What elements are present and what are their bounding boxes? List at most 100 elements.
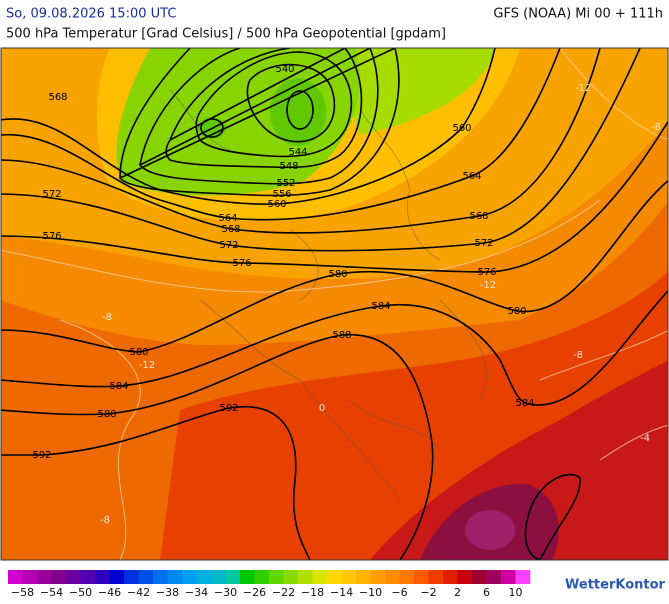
colorbar-swatch: [472, 570, 487, 584]
temperature-label: -8: [102, 312, 112, 323]
geopotential-label: 576: [42, 231, 61, 242]
header-datetime: So, 09.08.2026 15:00 UTC: [6, 7, 176, 22]
colorbar-label: −34: [185, 586, 208, 599]
geopotential-label: 568: [221, 224, 240, 235]
colorbar-swatch: [240, 570, 255, 584]
colorbar-swatch: [167, 570, 183, 584]
geopotential-label: 568: [469, 211, 488, 222]
contour-line: [1, 48, 496, 205]
geopotential-label: 560: [267, 199, 286, 210]
geopotential-label: 572: [42, 189, 61, 200]
geopotential-label: 588: [97, 409, 116, 420]
geopotential-label: 564: [462, 171, 481, 182]
colorbar-label: −6: [391, 586, 407, 599]
header-model: GFS (NOAA) Mi 00 + 111h: [493, 7, 663, 22]
colorbar-label: 10: [509, 586, 523, 599]
geopotential-label: 548: [279, 161, 298, 172]
colorbar-swatch: [109, 570, 125, 584]
contour-line: [1, 48, 561, 221]
colorbar-swatch: [486, 570, 502, 584]
isotherm: [599, 424, 668, 461]
colorbar-swatch: [66, 570, 81, 584]
temperature-label: -8: [651, 122, 661, 133]
contour-line: [1, 120, 668, 273]
geopotential-label: 588: [332, 330, 351, 341]
temperature-label: -8: [573, 350, 583, 361]
colorbar-label: −26: [243, 586, 266, 599]
colorbar-label: −18: [301, 586, 324, 599]
geopotential-label: 540: [275, 64, 294, 75]
colorbar-swatch: [51, 570, 67, 584]
colorbar-swatch: [515, 570, 531, 584]
contour-line: [138, 48, 379, 185]
contour-line: [200, 118, 224, 138]
temperature-label: -12: [139, 360, 155, 371]
colorbar-label: 6: [483, 586, 490, 599]
colorbar-label: −42: [127, 586, 150, 599]
colorbar-label: −46: [98, 586, 121, 599]
geopotential-label: 552: [276, 178, 295, 189]
geopotential-label: 580: [328, 269, 347, 280]
temperature-label: 0: [319, 403, 325, 414]
colorbar-label: −54: [40, 586, 63, 599]
colorbar-label: −50: [69, 586, 92, 599]
geopotential-label: 580: [129, 347, 148, 358]
contour-line: [1, 405, 311, 560]
colorbar-swatch: [312, 570, 328, 584]
colorbar-swatch: [370, 570, 386, 584]
geopotential-label: 564: [218, 213, 237, 224]
geopotential-label: 568: [48, 92, 67, 103]
temp-zone: [270, 78, 326, 146]
colorbar-swatch: [37, 570, 52, 584]
geopotential-label: 572: [474, 238, 493, 249]
isotherm: [1, 199, 601, 293]
colorbar-label: −14: [330, 586, 353, 599]
header-subtitle: 500 hPa Temperatur [Grad Celsius] / 500 …: [6, 27, 446, 42]
colorbar-swatch: [298, 570, 313, 584]
colorbar-label: −10: [359, 586, 382, 599]
contour-line: [1, 333, 434, 560]
isotherm: [59, 319, 141, 560]
isotherm: [539, 329, 668, 381]
colorbar-swatch: [399, 570, 415, 584]
contour-line: [1, 48, 641, 252]
map: [1, 48, 668, 560]
contour-line: [1, 179, 668, 353]
colorbar-swatch: [501, 570, 516, 584]
colorbar-swatch: [138, 570, 154, 584]
geopotential-label: 560: [452, 123, 471, 134]
temp-zone: [370, 360, 668, 560]
colorbar-swatch: [153, 570, 168, 584]
temp-zone: [330, 48, 495, 135]
colorbar-swatch: [327, 570, 342, 584]
geopotential-label: 580: [507, 306, 526, 317]
colorbar-swatch: [283, 570, 299, 584]
colorbar-swatch: [254, 570, 270, 584]
colorbar-swatch: [414, 570, 429, 584]
temperature-label: -8: [100, 515, 110, 526]
colorbar-swatch: [443, 570, 458, 584]
temperature-label: -4: [640, 433, 650, 444]
geopotential-label: 544: [288, 147, 307, 158]
colorbar-label: −22: [272, 586, 295, 599]
colorbar-swatch: [80, 570, 96, 584]
geopotential-label: 584: [515, 398, 534, 409]
colorbar-swatch: [95, 570, 110, 584]
geopotential-label: 584: [371, 301, 390, 312]
contour-line: [286, 90, 314, 130]
geopotential-label: 576: [477, 267, 496, 278]
colorbar-swatch: [341, 570, 357, 584]
colorbar-label: −38: [156, 586, 179, 599]
geopotential-label: 572: [219, 240, 238, 251]
colorbar-swatch: [196, 570, 212, 584]
logo: WetterKontor: [565, 578, 666, 593]
colorbar-swatch: [385, 570, 400, 584]
colorbar-swatch: [22, 570, 38, 584]
geopotential-label: 576: [232, 258, 251, 269]
colorbar-swatch: [225, 570, 241, 584]
map-frame: [0, 47, 669, 561]
colorbar-swatch: [182, 570, 197, 584]
geopotential-label: 592: [32, 450, 51, 461]
